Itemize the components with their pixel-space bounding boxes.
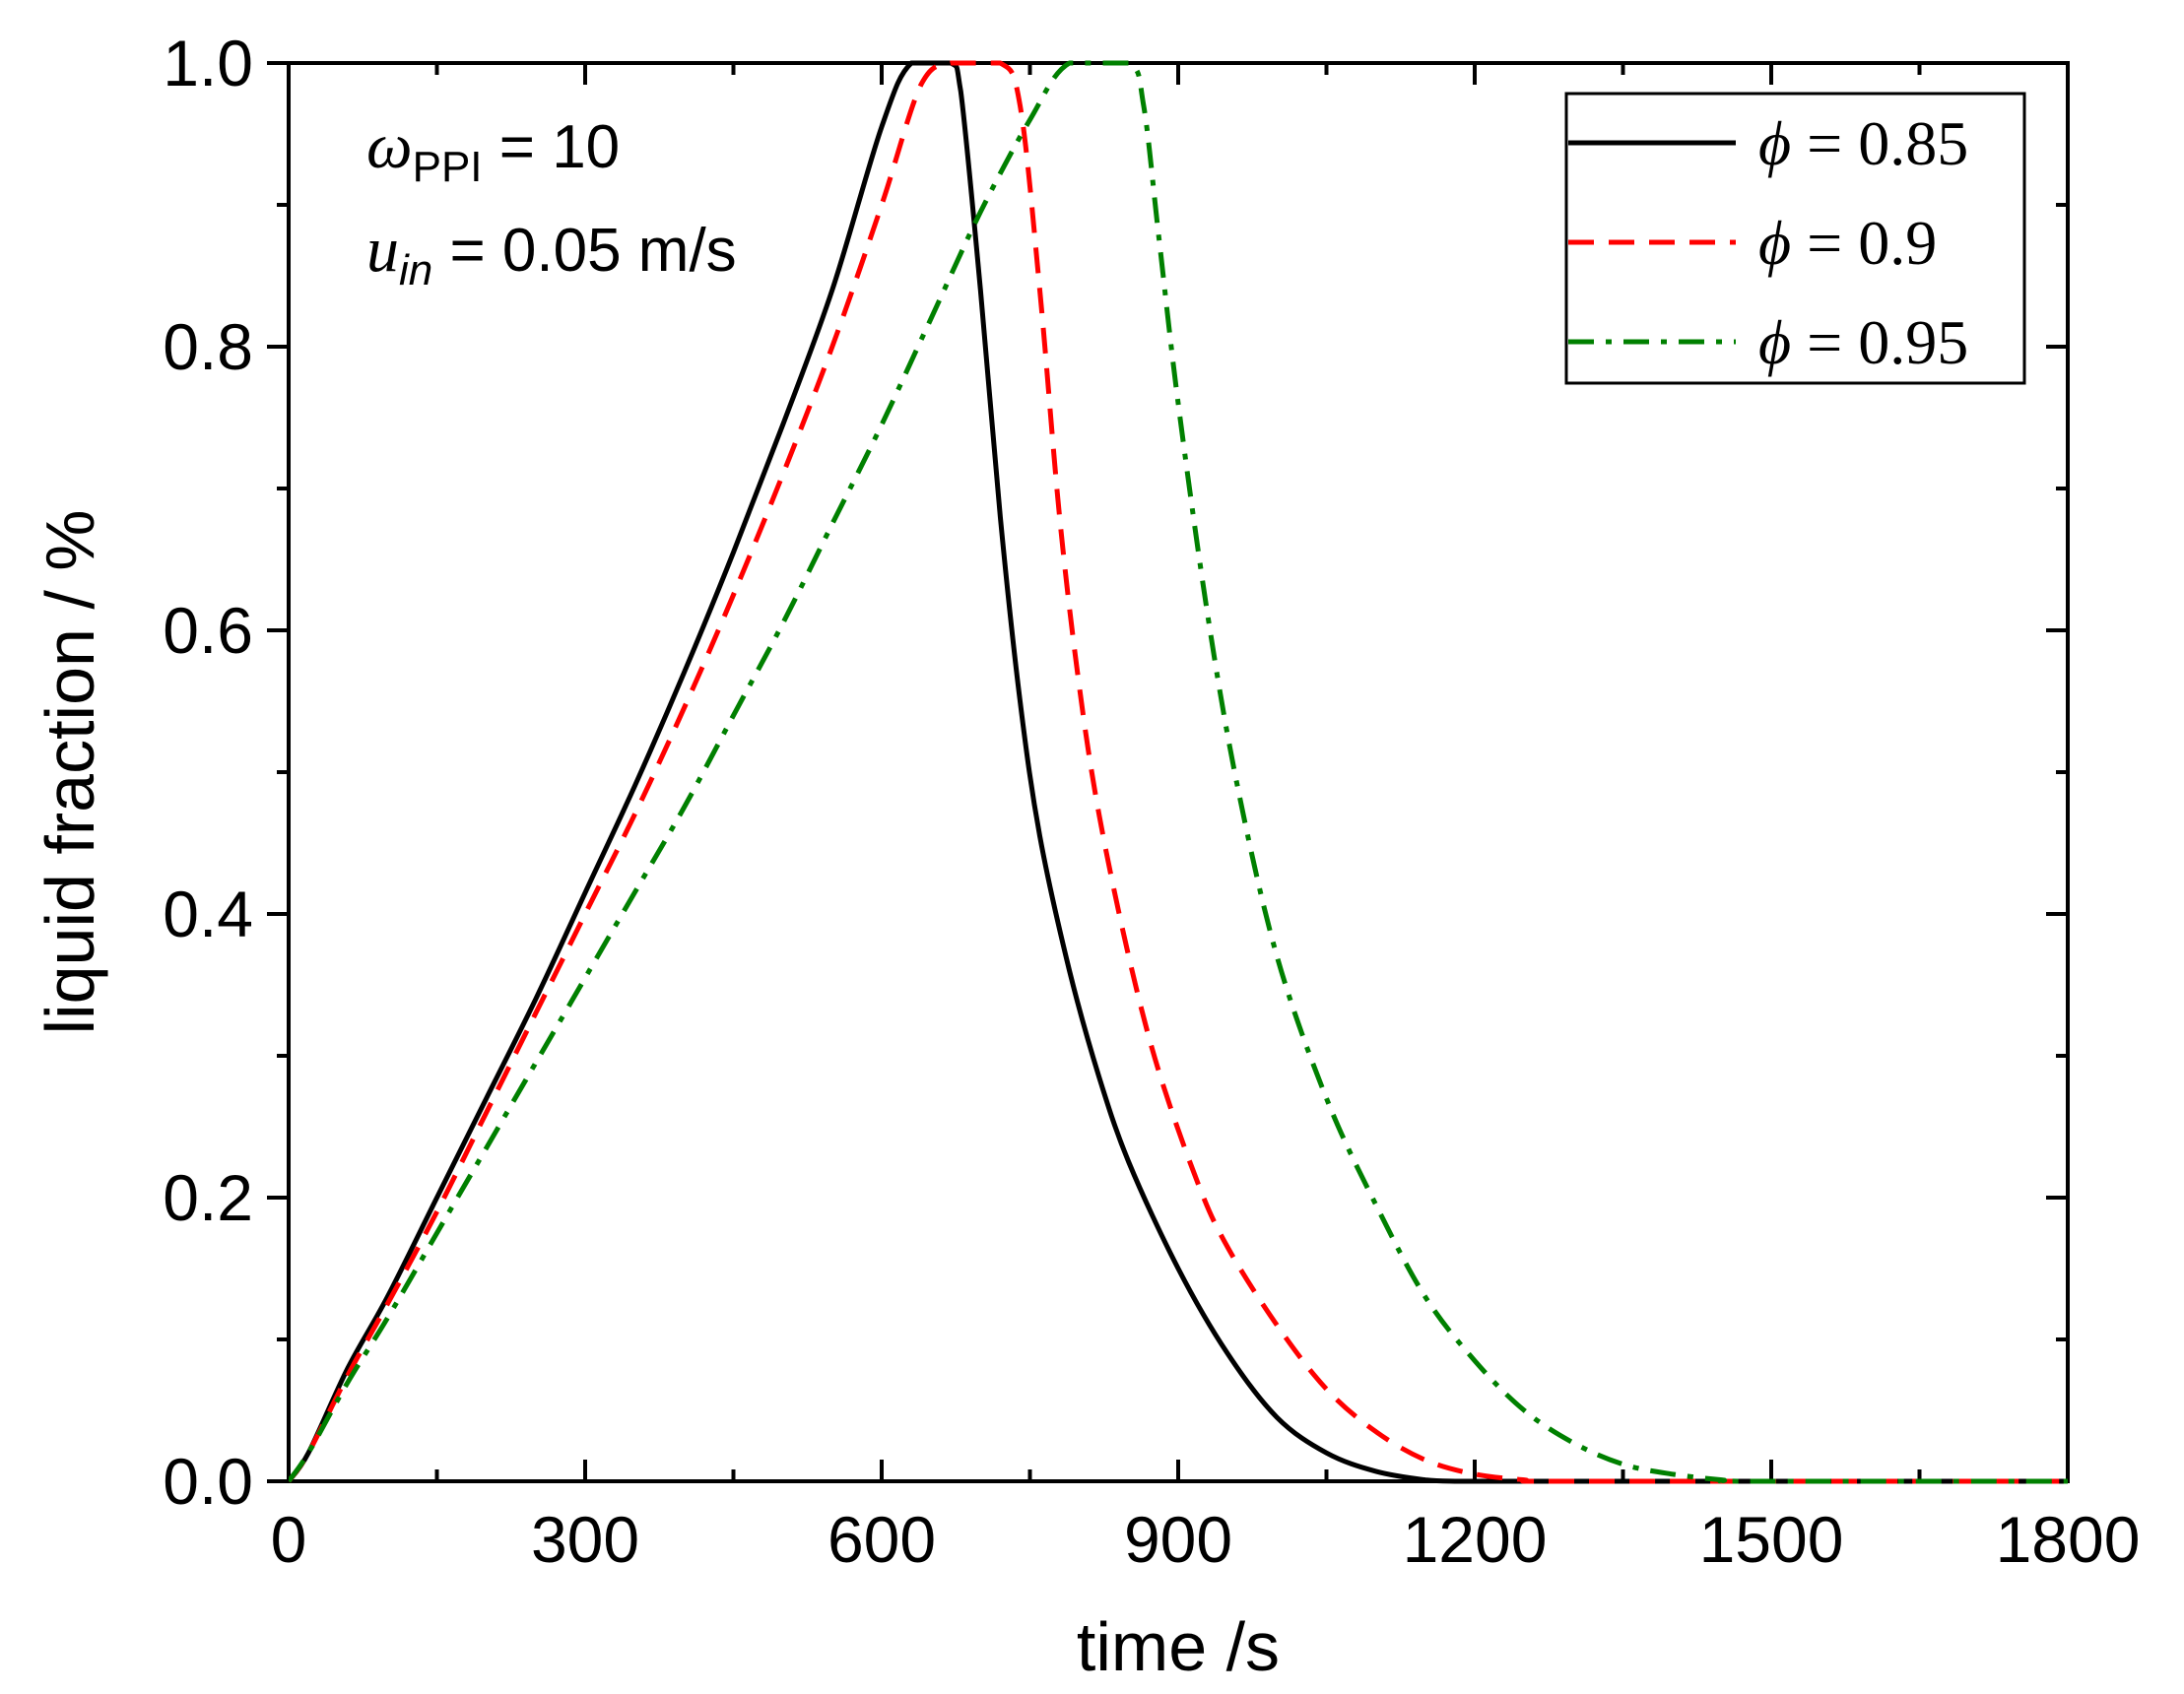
annotation-omega-symbol: ω [366, 110, 413, 182]
y-tick-label: 0.6 [163, 594, 253, 667]
series-line-3 [289, 60, 2068, 1484]
legend-label: ϕ = 0.95 [1758, 307, 1968, 377]
annotation-omega-value: = 10 [483, 113, 621, 181]
y-axis-title: liquid fraction / % [32, 509, 108, 1034]
legend-label-symbol: ϕ [1758, 307, 1791, 377]
x-tick-label: 900 [1124, 1503, 1232, 1576]
axis-ticks [267, 61, 2070, 1483]
legend-label-value: = 0.95 [1791, 307, 1968, 377]
axis-tick-labels: 0 300 600 900 1200 1500 1800 0.0 0.2 0.4 0.6 0.8 1.0 [163, 27, 2140, 1576]
x-tick-label: 1800 [1996, 1503, 2141, 1576]
legend-label-value: = 0.9 [1791, 208, 1937, 278]
annotation-u-symbol: u [366, 214, 399, 286]
annotation-inlet-velocity: uin = 0.05 m/s [366, 214, 737, 294]
legend-label: ϕ = 0.85 [1758, 108, 1968, 178]
y-tick-label: 0.0 [163, 1445, 253, 1518]
y-tick-label: 0.4 [163, 878, 253, 950]
annotation-u-value: = 0.05 m/s [432, 217, 736, 285]
y-tick-label: 0.2 [163, 1161, 253, 1234]
legend-entry-phi-0-9: ϕ = 0.9 [1568, 208, 1937, 278]
x-tick-label: 1500 [1699, 1503, 1844, 1576]
legend-label: ϕ = 0.9 [1758, 208, 1937, 278]
series-line-1 [289, 60, 2068, 1484]
legend-label-symbol: ϕ [1758, 108, 1791, 178]
x-axis-title: time /s [1077, 1608, 1280, 1685]
legend-label-symbol: ϕ [1758, 208, 1791, 278]
x-tick-label: 1200 [1403, 1503, 1548, 1576]
annotation-omega: ωPPI = 10 [366, 110, 620, 191]
legend-entry-phi-0-95: ϕ = 0.95 [1568, 307, 1968, 377]
legend: ϕ = 0.85 ϕ = 0.9 ϕ = 0.95 [1564, 92, 2026, 385]
legend-entry-phi-0-85: ϕ = 0.85 [1568, 108, 1968, 178]
series-layer [289, 60, 2068, 1484]
x-tick-label: 300 [531, 1503, 639, 1576]
y-tick-label: 0.8 [163, 310, 253, 383]
annotation-omega-sub: PPI [413, 143, 483, 191]
x-tick-label: 0 [271, 1503, 307, 1576]
y-tick-label: 1.0 [163, 27, 253, 99]
series-line-2 [289, 60, 2068, 1484]
x-tick-label: 600 [827, 1503, 936, 1576]
annotation-u-sub: in [399, 246, 432, 294]
legend-label-value: = 0.85 [1791, 108, 1968, 178]
